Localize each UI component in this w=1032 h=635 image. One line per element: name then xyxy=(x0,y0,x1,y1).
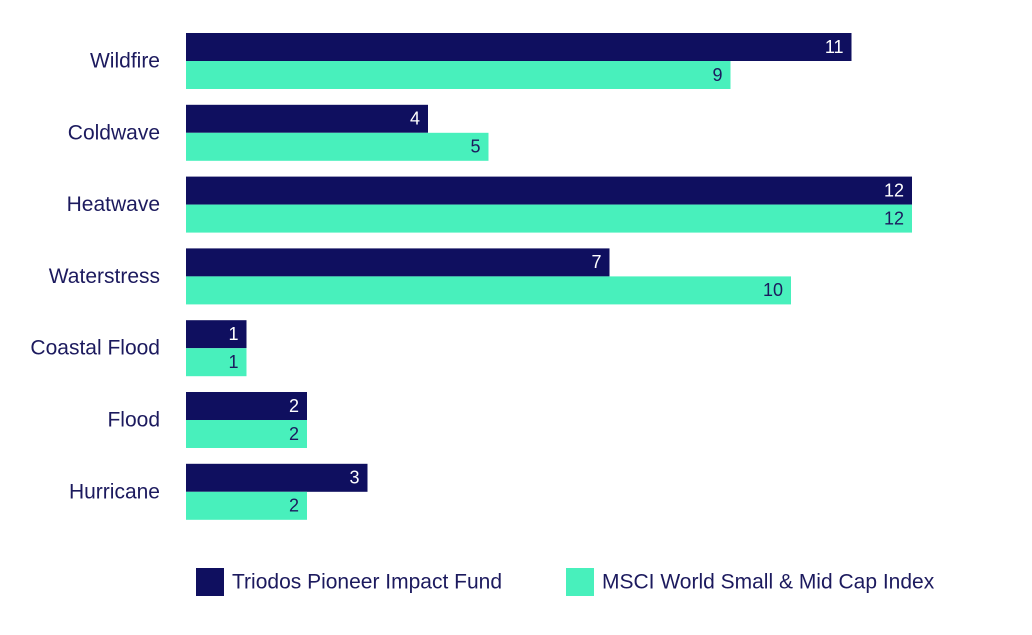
category-labels: Wildfire Coldwave Heatwave Waterstress Coast… xyxy=(30,50,160,504)
legend: Triodos Pioneer Impact Fund MSCI World Sm… xyxy=(196,568,935,596)
category-label: Heatwave xyxy=(67,193,160,216)
value-label: 9 xyxy=(712,65,722,85)
bar-coldwave-series-1 xyxy=(186,104,428,133)
bar-wildfire-series-1 xyxy=(186,33,852,61)
value-label: 1 xyxy=(228,324,238,344)
legend-swatch xyxy=(566,568,594,596)
category-label: Coastal Flood xyxy=(30,337,160,360)
bar-flood-series-2 xyxy=(186,420,307,448)
value-label: 2 xyxy=(289,396,299,416)
category-label: Hurricane xyxy=(69,480,160,503)
value-label: 12 xyxy=(884,208,904,228)
bar-wildfire-series-2 xyxy=(186,61,731,89)
value-label: 11 xyxy=(825,37,844,57)
value-label: 10 xyxy=(763,280,783,300)
value-label: 2 xyxy=(289,496,299,516)
value-label: 5 xyxy=(470,137,480,157)
legend-label: Triodos Pioneer Impact Fund xyxy=(232,571,502,594)
value-label: 7 xyxy=(591,252,601,272)
bar-hurricane-series-2 xyxy=(186,491,307,520)
category-label: Coldwave xyxy=(68,121,160,144)
legend-swatch xyxy=(196,568,224,596)
category-label: Wildfire xyxy=(90,50,160,73)
bar-hurricane-series-1 xyxy=(186,463,368,492)
bar-heatwave-series-2 xyxy=(186,204,912,233)
legend-label: MSCI World Small & Mid Cap Index xyxy=(602,571,935,594)
bar-coastal-flood-series-1 xyxy=(186,320,247,349)
value-label: 12 xyxy=(884,180,904,200)
value-label: 4 xyxy=(410,109,420,129)
bar-waterstress-series-2 xyxy=(186,276,791,305)
value-label: 2 xyxy=(289,424,299,444)
category-label: Flood xyxy=(107,409,160,432)
bar-waterstress-series-1 xyxy=(186,248,610,277)
bar-coldwave-series-2 xyxy=(186,132,489,161)
value-label: 3 xyxy=(349,468,359,488)
bar-flood-series-1 xyxy=(186,392,307,420)
value-label: 1 xyxy=(228,352,238,372)
bar-coastal-flood-series-2 xyxy=(186,348,247,377)
bar-heatwave-series-1 xyxy=(186,176,912,205)
category-label: Waterstress xyxy=(49,265,160,288)
